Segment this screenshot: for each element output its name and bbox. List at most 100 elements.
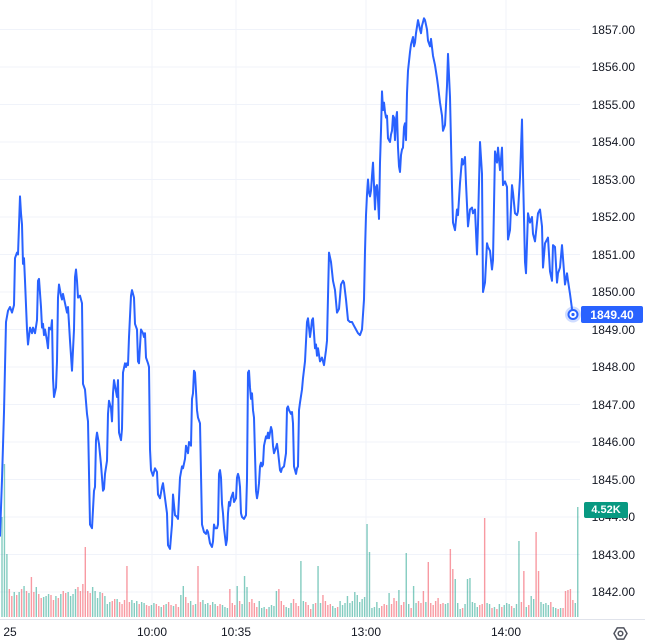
volume-bar — [163, 605, 165, 617]
volume-badge: 4.52K — [584, 501, 628, 518]
volume-bar — [312, 604, 314, 617]
volume-bar — [515, 604, 518, 617]
volume-bar — [305, 602, 307, 617]
volume-bar — [302, 601, 305, 617]
volume-bar — [177, 607, 180, 617]
price-axis-label: 1853.00 — [591, 172, 635, 187]
volume-bar — [479, 605, 481, 617]
price-axis-label: 1847.00 — [591, 397, 635, 412]
volume-bar — [8, 589, 11, 617]
volume-bar — [363, 597, 366, 617]
volume-bar — [236, 586, 238, 617]
volume-bar — [373, 607, 376, 617]
volume-bar — [136, 601, 138, 617]
volume-bar — [506, 603, 508, 617]
volume-bar — [65, 593, 67, 617]
volume-bar — [62, 591, 64, 617]
volume-bar — [11, 596, 13, 617]
volume-bar — [243, 576, 246, 617]
volume-bar — [114, 599, 116, 617]
settings-gear-icon[interactable] — [611, 624, 630, 643]
volume-bar — [562, 608, 564, 617]
price-axis-label: 1842.00 — [591, 585, 635, 599]
volume-bar — [346, 596, 349, 617]
volume-bar — [268, 607, 270, 617]
time-axis-label: 14:00 — [490, 625, 522, 639]
price-axis-label: 1848.00 — [591, 360, 635, 374]
volume-bar — [523, 571, 525, 617]
volume-bar — [388, 593, 390, 617]
volume-bar — [361, 599, 363, 617]
gear-center-dot — [617, 630, 624, 637]
volume-bar — [187, 603, 189, 617]
volume-bar — [454, 579, 456, 617]
volume-bar — [385, 605, 388, 617]
volume-bar — [69, 596, 72, 617]
volume-bar — [403, 602, 405, 617]
volume-bar — [128, 602, 131, 617]
volume-bar — [447, 603, 449, 617]
volume-bar — [300, 561, 302, 617]
volume-bar — [96, 598, 99, 617]
volume-bar — [334, 608, 336, 617]
volume-bar — [332, 606, 334, 617]
volume-bar — [564, 591, 567, 617]
price-axis-label: 1846.00 — [591, 435, 635, 449]
volume-bar — [52, 600, 55, 617]
volume-bar — [400, 605, 403, 617]
volume-bar — [459, 609, 461, 617]
volume-bar — [192, 605, 194, 617]
last-price-marker-dot — [571, 312, 575, 317]
volume-bar — [13, 592, 15, 617]
volume-bar — [427, 562, 429, 617]
volume-bar — [182, 586, 184, 617]
volume-bar — [248, 602, 251, 617]
volume-bar — [567, 590, 569, 617]
volume-bar — [496, 609, 498, 617]
volume-bar — [194, 604, 197, 617]
volume-bar — [481, 604, 483, 617]
volume-bar — [290, 603, 292, 617]
volume-bar — [138, 604, 140, 617]
price-axis-label: 1851.00 — [591, 247, 635, 262]
volume-bar — [498, 604, 501, 617]
volume-bar — [67, 592, 69, 617]
volume-bar — [246, 587, 248, 617]
volume-bar — [256, 607, 258, 617]
volume-bar — [420, 603, 422, 617]
volume-bar — [33, 592, 35, 617]
volume-bar — [555, 608, 557, 617]
volume-bar — [525, 607, 527, 617]
volume-bar — [40, 598, 42, 617]
volume-bar — [6, 554, 8, 617]
time-axis-label: 25 — [3, 625, 17, 639]
volume-bar — [74, 589, 77, 617]
volume-bar — [204, 604, 207, 617]
volume-bar — [118, 602, 121, 617]
volume-bar — [354, 592, 356, 617]
volume-bar — [520, 602, 523, 617]
volume-bar — [327, 605, 329, 617]
last-price-badge: 1849.40 — [581, 306, 643, 323]
volume-bar — [530, 596, 532, 617]
volume-bar — [314, 603, 317, 617]
volume-bar — [513, 608, 515, 617]
volume-bar — [550, 602, 552, 617]
volume-bar — [359, 602, 361, 617]
volume-bar — [60, 594, 62, 617]
volume-bar — [285, 607, 287, 617]
volume-bar — [3, 464, 6, 617]
volume-bar — [229, 589, 231, 617]
volume-bar — [145, 605, 148, 617]
volume-bar — [35, 587, 37, 617]
price-axis-label: 1854.00 — [591, 135, 635, 149]
volume-bar — [493, 607, 496, 617]
volume-bar — [275, 591, 278, 617]
volume-bar — [537, 571, 540, 617]
volume-bar — [278, 589, 280, 617]
volume-bar — [280, 601, 282, 617]
volume-bar — [241, 604, 243, 617]
volume-bar — [422, 591, 425, 617]
